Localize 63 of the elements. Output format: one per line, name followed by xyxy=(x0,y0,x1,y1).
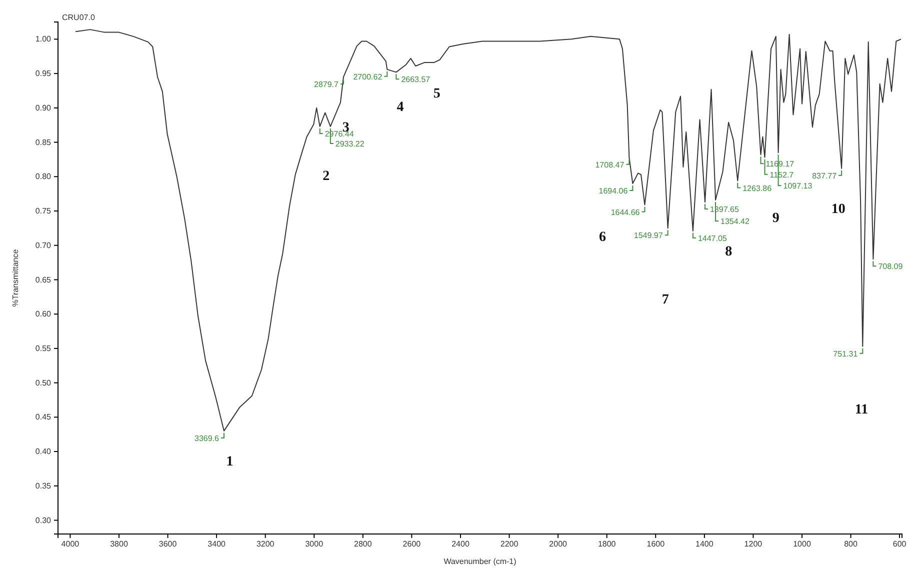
x-tick-label: 1000 xyxy=(793,540,812,549)
y-tick-label: 0.85 xyxy=(35,138,52,147)
annotation: 1708.47 xyxy=(595,160,625,170)
x-tick-label: 2600 xyxy=(402,540,422,549)
x-tick-label: 3200 xyxy=(256,540,275,549)
y-tick-label: 0.55 xyxy=(35,344,52,354)
x-tick-label: 2400 xyxy=(452,540,470,549)
x-tick-label: 2200 xyxy=(500,540,519,549)
annotation: 2933.22 xyxy=(335,139,365,148)
annotation: 1354.42 xyxy=(720,216,750,226)
annotation: 1263.86 xyxy=(742,184,772,193)
x-tick-label: 3400 xyxy=(208,540,226,549)
x-tick-label: 1800 xyxy=(598,540,616,549)
annotation: 2879.7 xyxy=(314,80,340,89)
y-tick-label: 0.70 xyxy=(35,240,52,250)
x-tick-label: 800 xyxy=(844,540,858,549)
x-tick-label: 4000 xyxy=(61,540,80,549)
annotation: 10 xyxy=(831,202,846,217)
annotation: 1694.06 xyxy=(598,186,628,196)
chart-title: CRU07.0 xyxy=(62,13,96,22)
x-tick-label: 2000 xyxy=(549,540,568,549)
annotation: 1097.13 xyxy=(783,182,813,191)
x-tick-label: 3000 xyxy=(305,540,324,549)
annotation: 7 xyxy=(662,292,669,308)
y-axis-title: %Transmittance xyxy=(11,248,20,307)
annotation: 2663.57 xyxy=(401,75,431,84)
y-tick-label: 0.65 xyxy=(35,275,52,284)
annotation: 8 xyxy=(725,244,732,260)
y-tick-label: 0.60 xyxy=(35,310,52,319)
annotation: 2 xyxy=(322,168,330,184)
x-tick-label: 3800 xyxy=(110,540,128,549)
y-tick-label: 0.90 xyxy=(35,103,52,112)
x-axis-title: Wavenumber (cm-1) xyxy=(444,557,517,566)
annotation: 5 xyxy=(433,86,440,102)
y-tick-label: 0.80 xyxy=(35,172,52,182)
x-tick-label: 1400 xyxy=(696,540,714,549)
y-tick-label: 0.95 xyxy=(35,69,52,78)
annotation: 1549.97 xyxy=(634,231,664,240)
annotation: 1 xyxy=(226,454,234,470)
x-tick-label: 1200 xyxy=(744,540,763,549)
annotation: 1447.05 xyxy=(698,234,728,243)
x-tick-label: 3600 xyxy=(158,540,178,549)
line-series xyxy=(75,29,902,432)
annotation: 837.77 xyxy=(812,171,838,180)
annotation: 1644.66 xyxy=(610,208,640,217)
annotation: 2700.62 xyxy=(353,72,383,82)
y-tick-label: 0.45 xyxy=(35,412,52,422)
annotation: 9 xyxy=(772,210,780,226)
x-tick-label: 2800 xyxy=(354,540,372,549)
x-tick-label: 600 xyxy=(892,540,907,549)
y-tick-label: 0.50 xyxy=(35,378,52,388)
annotation: 708.09 xyxy=(878,262,904,272)
y-tick-label: 0.75 xyxy=(35,206,52,216)
annotation: 6 xyxy=(598,230,606,246)
annotation: 751.31 xyxy=(833,349,858,358)
annotation: 11 xyxy=(854,402,868,418)
annotation: 3369.6 xyxy=(194,434,220,443)
annotation: 4 xyxy=(396,100,404,116)
y-tick-label: 0.35 xyxy=(35,481,52,490)
y-tick-label: 0.30 xyxy=(35,516,52,525)
y-tick-label: 1.00 xyxy=(35,34,52,44)
x-tick-label: 1600 xyxy=(646,540,666,549)
y-tick-label: 0.40 xyxy=(35,447,52,456)
